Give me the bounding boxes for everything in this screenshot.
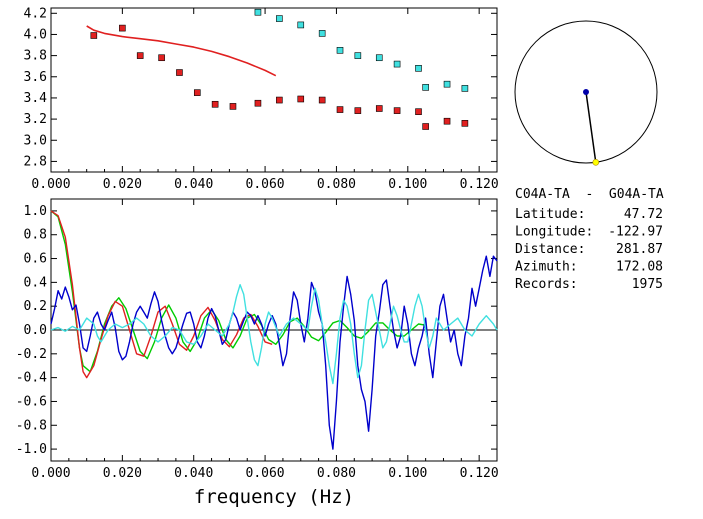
info-label: Records:	[515, 277, 578, 292]
correlation-y-tick-label: -1.0	[16, 442, 47, 457]
dispersion-y-tick-label: 3.6	[24, 70, 47, 85]
correlation-series	[50, 210, 498, 450]
dispersion-marker	[318, 30, 326, 37]
dispersion-marker	[461, 85, 469, 92]
station-locator	[514, 20, 658, 166]
dispersion-marker	[461, 120, 469, 127]
locator-circle	[514, 20, 658, 164]
correlation-series-line-1	[50, 210, 273, 379]
correlation-y-tick-label: 0.6	[24, 252, 47, 267]
dispersion-marker	[393, 60, 401, 68]
station-info: C04A-TA - G04A-TA Latitude: 47.72 Longitud…	[515, 187, 664, 292]
dispersion-marker	[297, 21, 305, 29]
info-value: -122.97	[608, 225, 663, 240]
dispersion-marker	[136, 52, 144, 59]
dispersion-x-tick-label: 0.000	[31, 177, 70, 192]
dispersion-series	[86, 8, 469, 130]
info-value: 47.72	[624, 207, 663, 222]
dispersion-marker	[422, 84, 429, 91]
dispersion-x-tick-label: 0.120	[460, 177, 499, 192]
station-end-dot	[592, 159, 600, 166]
dispersion-series-line-2	[86, 25, 277, 77]
correlation-y-tick-label: 0.8	[24, 228, 47, 243]
dispersion-y-tick-label: 2.8	[24, 154, 47, 169]
dispersion-y-tick-label: 3.8	[24, 49, 47, 64]
dispersion-marker	[90, 32, 98, 39]
dispersion-marker	[254, 99, 262, 107]
dispersion-marker	[276, 96, 283, 104]
correlation-y-tick-label: 0.4	[24, 275, 48, 290]
correlation-x-tick-label: 0.080	[317, 466, 356, 481]
dispersion-marker	[354, 107, 362, 114]
dispersion-y-tick-label: 4.0	[24, 27, 47, 42]
info-label: Latitude:	[515, 207, 585, 222]
dispersion-marker	[119, 24, 126, 32]
azimuth-line	[585, 91, 597, 163]
correlation-x-tick-label: 0.000	[31, 466, 70, 481]
info-label: Longitude:	[515, 225, 593, 240]
correlation-axis-ticks: 0.000 0.020 0.040 0.060 0.080 0.100 0.120 -1.0 -…	[16, 199, 499, 481]
correlation-y-tick-label: 1.0	[24, 204, 47, 219]
station-center-dot	[583, 89, 589, 95]
correlation-y-tick-label: -0.2	[16, 347, 47, 362]
correlation-series-line-2	[50, 255, 498, 450]
correlation-x-tick-label: 0.100	[388, 466, 427, 481]
dispersion-marker	[354, 52, 362, 59]
dispersion-marker	[276, 15, 283, 22]
correlation-plot: 0.000 0.020 0.040 0.060 0.080 0.100 0.120 -1.0 -…	[16, 198, 499, 508]
dispersion-y-tick-label: 3.0	[24, 133, 47, 148]
correlation-x-tick-label: 0.060	[246, 466, 285, 481]
dispersion-marker	[375, 54, 383, 62]
info-label: Distance:	[515, 242, 585, 257]
dispersion-plot: 0.000 0.020 0.040 0.060 0.080 0.100 0.120 2.8 3.…	[24, 6, 499, 192]
dispersion-marker	[336, 106, 344, 113]
dispersion-marker	[211, 100, 219, 108]
correlation-x-tick-label: 0.120	[460, 466, 499, 481]
dispersion-marker	[336, 47, 344, 54]
station-pair-title: C04A-TA - G04A-TA	[515, 187, 664, 202]
dispersion-marker	[415, 108, 422, 115]
correlation-x-tick-label: 0.020	[103, 466, 142, 481]
x-axis-title: frequency (Hz)	[194, 486, 354, 508]
dispersion-marker	[415, 65, 422, 72]
correlation-y-tick-label: 0.2	[24, 299, 47, 314]
dispersion-marker	[158, 54, 165, 62]
correlation-x-tick-label: 0.040	[174, 466, 213, 481]
dispersion-y-tick-label: 3.4	[24, 91, 48, 106]
dispersion-x-tick-label: 0.020	[103, 177, 142, 192]
dispersion-marker	[443, 117, 451, 125]
correlation-y-tick-label: 0.0	[24, 323, 47, 338]
dispersion-marker	[318, 96, 326, 104]
info-value: 281.87	[616, 242, 663, 257]
dispersion-axis-ticks: 0.000 0.020 0.040 0.060 0.080 0.100 0.120 2.8 3.…	[24, 6, 499, 192]
dispersion-marker	[297, 95, 305, 103]
dispersion-x-tick-label: 0.100	[388, 177, 427, 192]
correlation-y-tick-label: -0.6	[16, 394, 47, 409]
dispersion-marker	[443, 80, 451, 88]
dispersion-marker	[176, 69, 183, 76]
dispersion-x-tick-label: 0.040	[174, 177, 213, 192]
dispersion-plot-frame	[50, 7, 498, 173]
dispersion-y-tick-label: 4.2	[24, 6, 47, 21]
dispersion-marker	[375, 105, 383, 112]
correlation-y-tick-label: -0.8	[16, 418, 47, 433]
dispersion-marker	[393, 107, 401, 114]
info-value: 1975	[632, 277, 663, 292]
info-value: 172.08	[616, 260, 663, 275]
correlation-series-line-3	[50, 284, 498, 385]
dispersion-marker	[229, 103, 237, 110]
correlation-y-tick-label: -0.4	[16, 371, 47, 386]
dispersion-y-tick-label: 3.2	[24, 112, 47, 127]
dispersion-marker	[193, 89, 201, 96]
info-label: Azimuth:	[515, 260, 578, 275]
dispersion-marker	[254, 8, 262, 16]
dispersion-x-tick-label: 0.080	[317, 177, 356, 192]
correlation-series-line-0	[50, 210, 426, 373]
dispersion-marker	[422, 123, 429, 130]
dispersion-x-tick-label: 0.060	[246, 177, 285, 192]
